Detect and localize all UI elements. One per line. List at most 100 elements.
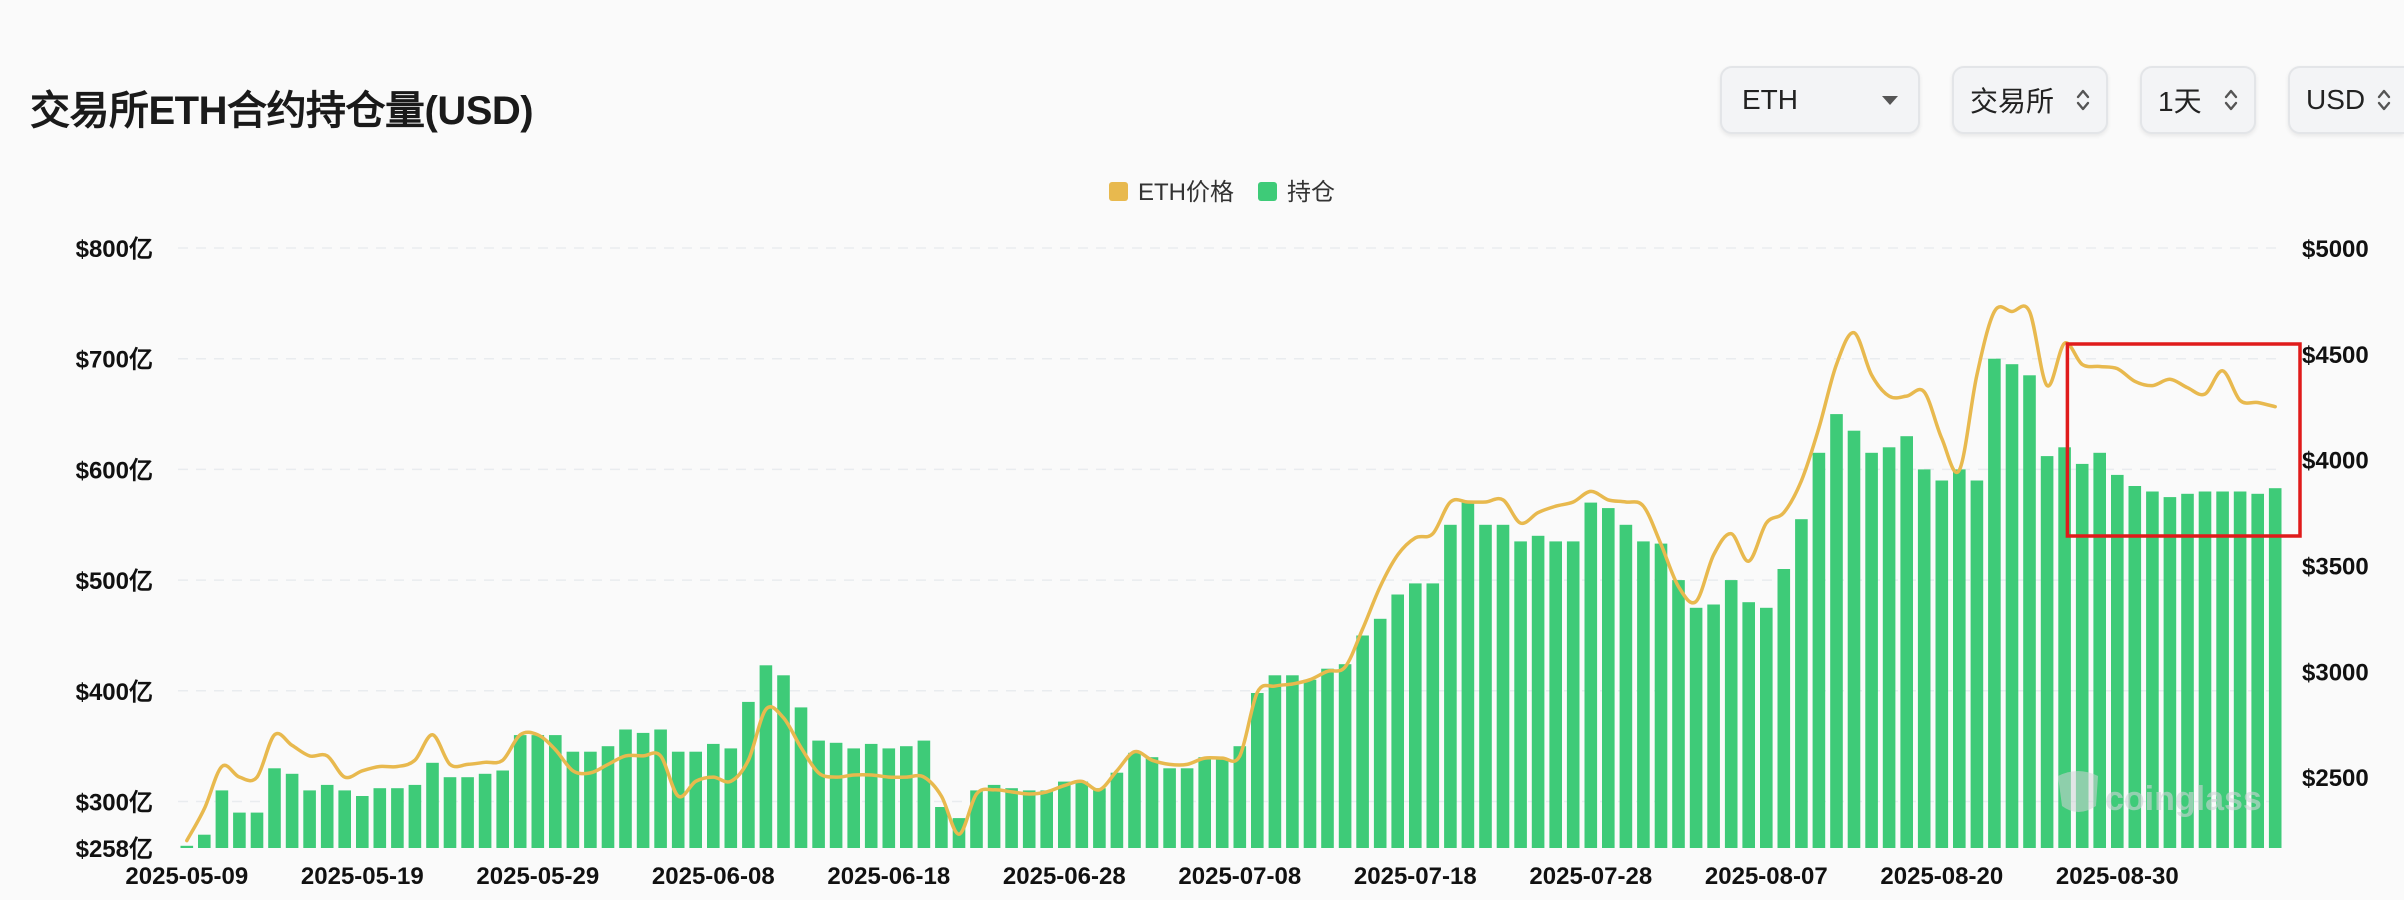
oi-bar[interactable] xyxy=(707,743,720,848)
oi-bar[interactable] xyxy=(917,740,931,848)
coin-select[interactable]: ETH xyxy=(1720,66,1920,134)
oi-bar[interactable] xyxy=(1180,768,1194,848)
oi-bar[interactable] xyxy=(1005,788,1018,848)
oi-bar[interactable] xyxy=(1795,519,1808,848)
oi-bar[interactable] xyxy=(1847,430,1861,848)
oi-bar[interactable] xyxy=(1865,452,1878,848)
price-line[interactable] xyxy=(185,304,2277,843)
oi-bar[interactable] xyxy=(356,796,369,848)
oi-bar[interactable] xyxy=(566,751,580,848)
oi-bar[interactable] xyxy=(408,784,422,848)
oi-bar[interactable] xyxy=(2181,493,2194,848)
oi-bar[interactable] xyxy=(829,742,843,848)
legend-item-price[interactable]: ETH价格 xyxy=(1109,179,1234,206)
oi-bar[interactable] xyxy=(2111,474,2124,848)
oi-bar[interactable] xyxy=(1391,594,1404,849)
oi-bar[interactable] xyxy=(1584,502,1598,848)
oi-bar[interactable] xyxy=(1444,524,1457,848)
oi-bar[interactable] xyxy=(2233,491,2247,849)
oi-bar[interactable] xyxy=(584,751,597,848)
oi-bar[interactable] xyxy=(1882,447,1896,848)
oi-bar[interactable] xyxy=(1093,788,1106,848)
oi-bar[interactable] xyxy=(1373,618,1387,848)
oi-bar[interactable] xyxy=(1215,759,1229,848)
oi-bar[interactable] xyxy=(1988,358,2001,848)
oi-bar[interactable] xyxy=(513,735,527,848)
oi-bar[interactable] xyxy=(1163,768,1176,848)
oi-bar[interactable] xyxy=(250,812,264,848)
oi-bar[interactable] xyxy=(2146,491,2159,849)
oi-bar[interactable] xyxy=(303,790,316,848)
oi-bar[interactable] xyxy=(1110,772,1124,848)
oi-bar[interactable] xyxy=(794,707,808,848)
oi-bar[interactable] xyxy=(1479,524,1492,848)
oi-bar[interactable] xyxy=(180,845,194,848)
oi-bar[interactable] xyxy=(1760,607,1773,848)
oi-bar[interactable] xyxy=(1251,693,1264,848)
oi-bar[interactable] xyxy=(1198,757,1211,848)
oi-bar[interactable] xyxy=(478,773,492,848)
oi-bar[interactable] xyxy=(1970,480,1984,849)
legend-item-oi[interactable]: 持仓 xyxy=(1258,179,1335,206)
oi-bar[interactable] xyxy=(198,834,211,848)
oi-bar[interactable] xyxy=(1707,604,1720,849)
oi-bar[interactable] xyxy=(900,746,913,848)
oi-bar[interactable] xyxy=(1777,569,1791,848)
oi-bar[interactable] xyxy=(2023,375,2036,848)
oi-bar[interactable] xyxy=(461,777,474,848)
oi-bar[interactable] xyxy=(1566,541,1580,848)
oi-bar[interactable] xyxy=(1496,524,1510,848)
oi-bar[interactable] xyxy=(1900,436,1913,848)
oi-bar[interactable] xyxy=(285,773,299,848)
oi-bar[interactable] xyxy=(549,735,562,848)
oi-bar[interactable] xyxy=(373,788,387,848)
oi-bar[interactable] xyxy=(2268,488,2282,848)
oi-bar[interactable] xyxy=(1426,583,1440,848)
oi-bar[interactable] xyxy=(1303,679,1317,848)
oi-bar[interactable] xyxy=(426,762,439,848)
oi-bar[interactable] xyxy=(742,701,755,848)
oi-bar[interactable] xyxy=(1953,469,1966,848)
oi-bar[interactable] xyxy=(601,746,615,848)
oi-bar[interactable] xyxy=(1058,781,1071,848)
oi-bar[interactable] xyxy=(1531,535,1545,848)
oi-bar[interactable] xyxy=(2058,447,2071,848)
oi-bar[interactable] xyxy=(1409,583,1422,848)
oi-bar[interactable] xyxy=(1321,668,1334,848)
oi-bar[interactable] xyxy=(1286,675,1299,848)
oi-bar[interactable] xyxy=(320,784,334,848)
oi-bar[interactable] xyxy=(1128,752,1141,848)
oi-bar[interactable] xyxy=(1935,480,1949,849)
oi-bar[interactable] xyxy=(1022,790,1036,848)
oi-bar[interactable] xyxy=(531,735,545,848)
oi-bar[interactable] xyxy=(812,740,825,848)
oi-bar[interactable] xyxy=(1689,607,1703,848)
oi-bar[interactable] xyxy=(2128,486,2142,848)
oi-bar[interactable] xyxy=(2216,491,2229,849)
oi-bar[interactable] xyxy=(619,729,632,849)
oi-bar[interactable] xyxy=(1338,664,1352,848)
oi-bar[interactable] xyxy=(1672,580,1685,848)
oi-bar[interactable] xyxy=(1619,524,1633,848)
oi-bar[interactable] xyxy=(2075,463,2089,848)
oi-bar[interactable] xyxy=(2040,456,2054,848)
oi-bar[interactable] xyxy=(1602,508,1615,848)
oi-bar[interactable] xyxy=(1742,602,1755,848)
oi-bar[interactable] xyxy=(443,777,457,848)
oi-bar[interactable] xyxy=(689,751,702,848)
oi-bar[interactable] xyxy=(847,748,860,848)
oi-bar[interactable] xyxy=(496,770,509,849)
oi-bar[interactable] xyxy=(215,790,229,848)
oi-bar[interactable] xyxy=(1461,502,1475,848)
oi-bar[interactable] xyxy=(233,812,246,848)
interval-select[interactable]: 1天 xyxy=(2140,66,2256,134)
oi-bar[interactable] xyxy=(1356,635,1369,849)
oi-bar[interactable] xyxy=(935,807,948,848)
oi-bar[interactable] xyxy=(1917,469,1931,848)
oi-bar[interactable] xyxy=(2005,364,2019,848)
oi-bar[interactable] xyxy=(654,729,667,849)
oi-bar[interactable] xyxy=(759,665,773,848)
oi-bar[interactable] xyxy=(1145,757,1159,848)
oi-bar[interactable] xyxy=(2163,497,2177,848)
oi-bar[interactable] xyxy=(1233,746,1247,848)
